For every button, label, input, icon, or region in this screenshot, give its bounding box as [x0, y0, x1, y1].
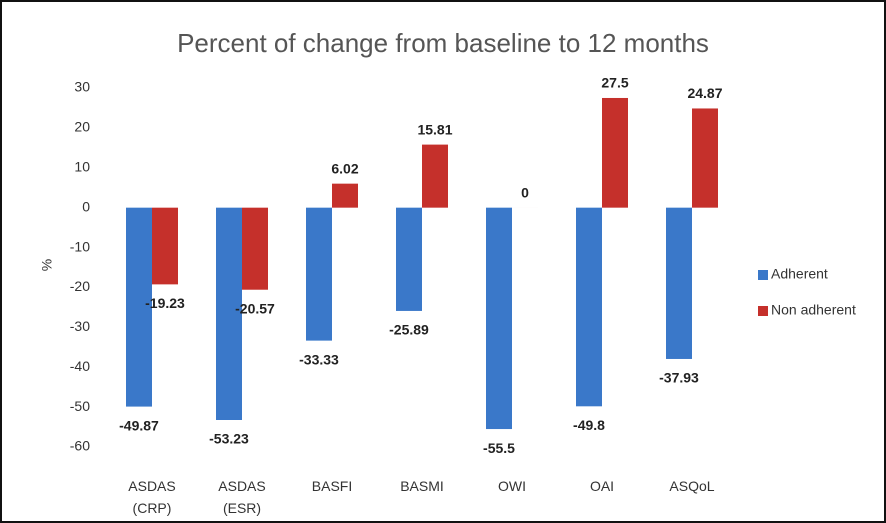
value-label: 24.87: [687, 85, 722, 101]
value-label: -37.93: [659, 370, 699, 386]
bar: [126, 207, 152, 407]
legend-swatch: [758, 306, 768, 316]
y-tick-label: -50: [70, 398, 90, 414]
x-tick-label: OAI: [590, 478, 614, 494]
bar: [602, 97, 628, 208]
y-tick-label: 30: [74, 79, 90, 95]
y-tick-label: 0: [82, 198, 90, 214]
bar: [666, 207, 692, 359]
y-tick-label: -20: [70, 278, 90, 294]
bar: [242, 207, 268, 290]
x-tick-label: ASDAS (CRP): [128, 478, 175, 516]
y-tick-label: -60: [70, 438, 90, 454]
value-label: -33.33: [299, 351, 339, 367]
x-tick-label: ASDAS (ESR): [218, 478, 265, 516]
y-tick-label: 20: [74, 119, 90, 135]
value-label: 0: [521, 184, 529, 200]
y-tick-label: -40: [70, 358, 90, 374]
value-label: -19.23: [145, 295, 185, 311]
value-label: 27.5: [601, 75, 628, 91]
bar: [486, 207, 512, 430]
bar: [422, 144, 448, 208]
y-tick-label: -10: [70, 238, 90, 254]
value-label: -25.89: [389, 322, 429, 338]
value-label: -53.23: [209, 431, 249, 447]
bar: [332, 183, 358, 208]
value-label: -20.57: [235, 300, 275, 316]
x-tick-label: OWI: [498, 478, 526, 494]
value-label: -49.87: [119, 417, 159, 433]
bar: [306, 207, 332, 341]
y-tick-label: -30: [70, 318, 90, 334]
x-tick-label: ASQoL: [669, 478, 714, 494]
legend-label: Adherent: [771, 266, 828, 282]
bar: [692, 108, 718, 208]
x-tick-label: BASFI: [312, 478, 352, 494]
y-axis-label: %: [39, 259, 55, 271]
bar: [152, 207, 178, 285]
bar: [396, 207, 422, 311]
bar: [216, 207, 242, 420]
value-label: 6.02: [331, 160, 358, 176]
value-label: 15.81: [417, 121, 452, 137]
x-tick-label: BASMI: [400, 478, 444, 494]
value-label: -49.8: [573, 417, 605, 433]
y-tick-label: 10: [74, 158, 90, 174]
bar: [576, 207, 602, 407]
legend-swatch: [758, 270, 768, 280]
legend-label: Non adherent: [771, 302, 856, 318]
value-label: -55.5: [483, 440, 515, 456]
chart-title: Percent of change from baseline to 12 mo…: [177, 28, 709, 58]
